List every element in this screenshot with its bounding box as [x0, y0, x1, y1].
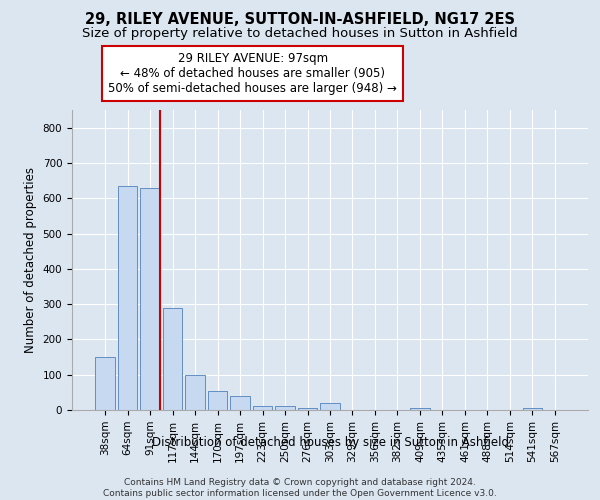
Y-axis label: Number of detached properties: Number of detached properties — [24, 167, 37, 353]
Bar — [208, 390, 227, 410]
Bar — [185, 374, 205, 410]
Bar — [163, 308, 182, 410]
Bar — [410, 408, 430, 410]
Text: 29 RILEY AVENUE: 97sqm
← 48% of detached houses are smaller (905)
50% of semi-de: 29 RILEY AVENUE: 97sqm ← 48% of detached… — [108, 52, 397, 95]
Bar — [298, 408, 317, 410]
Text: Distribution of detached houses by size in Sutton in Ashfield: Distribution of detached houses by size … — [151, 436, 509, 449]
Bar — [253, 406, 272, 410]
Bar — [230, 396, 250, 410]
Text: Contains HM Land Registry data © Crown copyright and database right 2024.
Contai: Contains HM Land Registry data © Crown c… — [103, 478, 497, 498]
Bar — [275, 406, 295, 410]
Bar — [95, 357, 115, 410]
Bar — [320, 403, 340, 410]
Text: 29, RILEY AVENUE, SUTTON-IN-ASHFIELD, NG17 2ES: 29, RILEY AVENUE, SUTTON-IN-ASHFIELD, NG… — [85, 12, 515, 28]
Bar — [523, 408, 542, 410]
Text: Size of property relative to detached houses in Sutton in Ashfield: Size of property relative to detached ho… — [82, 28, 518, 40]
Bar — [118, 186, 137, 410]
Bar — [140, 188, 160, 410]
